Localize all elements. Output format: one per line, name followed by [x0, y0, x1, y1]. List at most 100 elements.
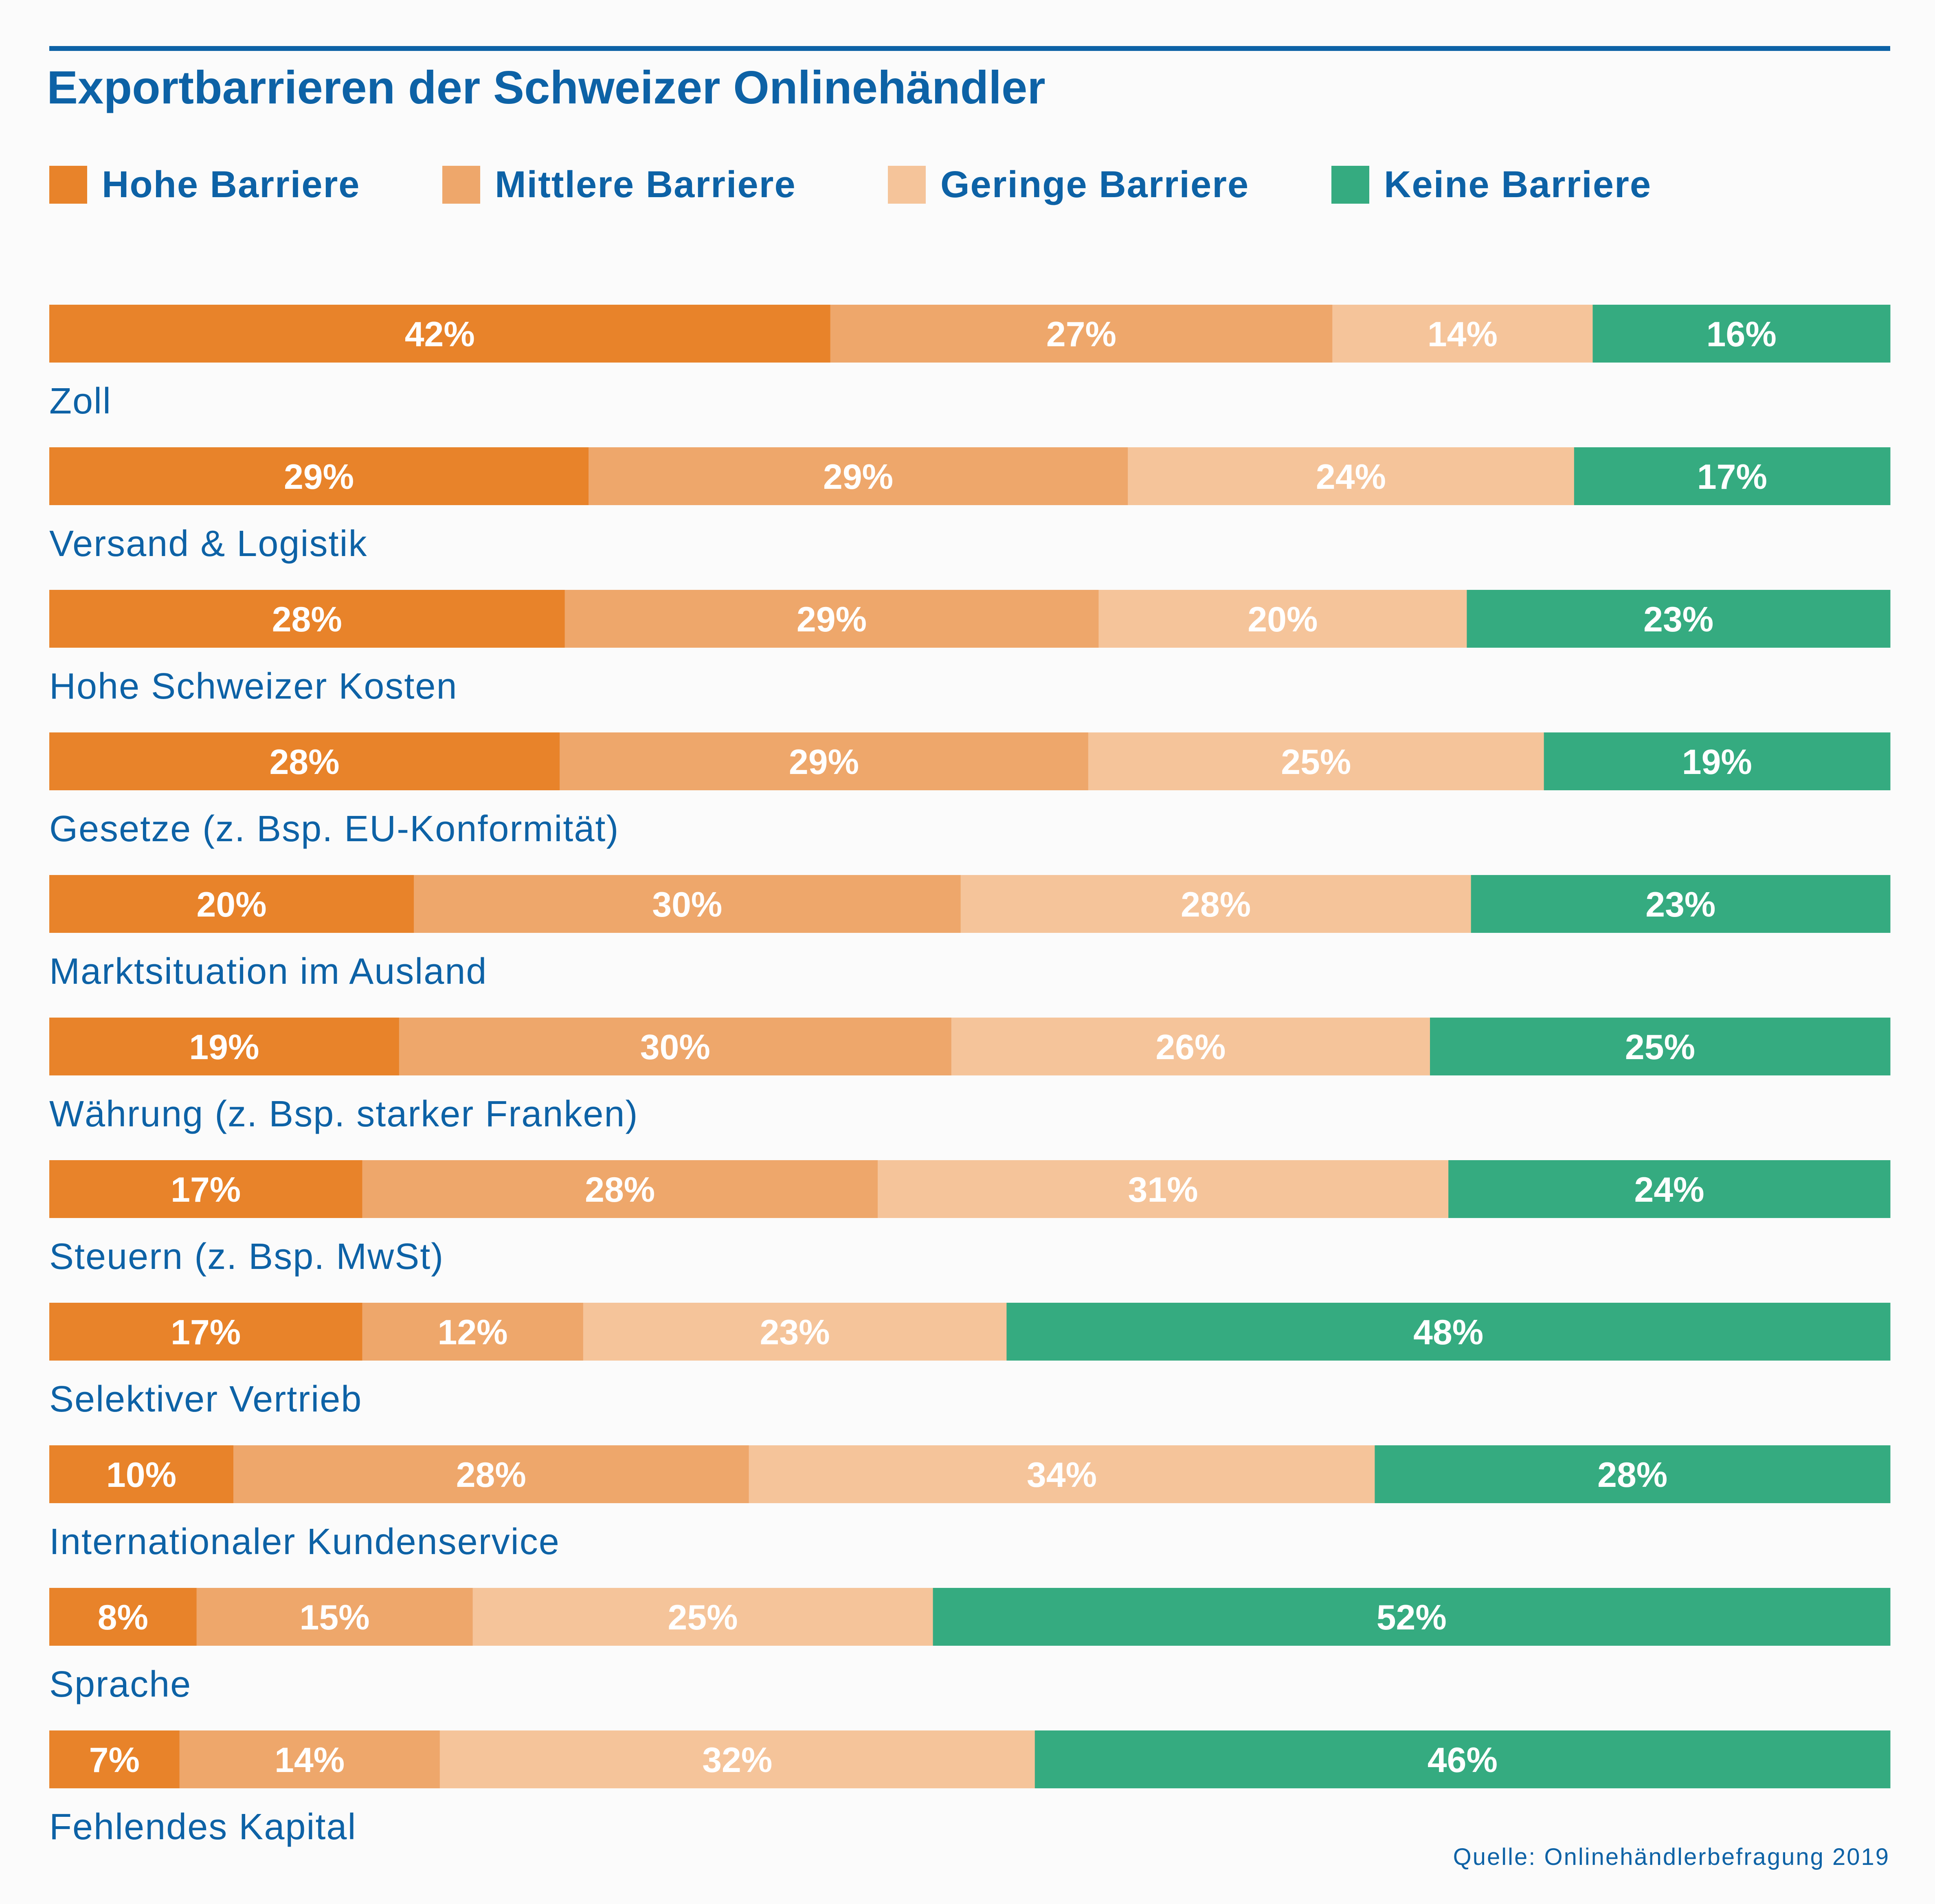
- legend-label: Keine Barriere: [1384, 163, 1652, 205]
- bar-segment: [951, 1018, 1430, 1075]
- bar-segment: [1471, 875, 1891, 933]
- bar-segment: [49, 1445, 234, 1503]
- value-label: 17%: [171, 1170, 241, 1209]
- bar-segment: [1128, 447, 1575, 505]
- category-label: Selektiver Vertrieb: [49, 1379, 362, 1420]
- value-label: 28%: [456, 1455, 526, 1495]
- bar-segment: [749, 1445, 1375, 1503]
- value-label: 16%: [1707, 315, 1777, 354]
- bar-segment: [49, 875, 414, 933]
- bar-segment: [960, 875, 1472, 933]
- bar-segment: [233, 1445, 749, 1503]
- bar-segment: [399, 1018, 952, 1075]
- value-label: 29%: [284, 457, 354, 497]
- category-label: Sprache: [49, 1664, 191, 1705]
- value-label: 28%: [585, 1170, 655, 1209]
- category-label: Hohe Schweizer Kosten: [49, 666, 458, 707]
- value-label: 19%: [189, 1028, 259, 1067]
- top-rule: [49, 46, 1890, 51]
- value-label: 24%: [1316, 457, 1386, 497]
- category-label: Gesetze (z. Bsp. EU-Konformität): [49, 809, 619, 849]
- bar-segment: [196, 1588, 473, 1646]
- bar-segment: [1430, 1018, 1891, 1075]
- bar-segment: [560, 732, 1089, 790]
- chart-title: Exportbarrieren der Schweizer Onlinehänd…: [47, 62, 1045, 114]
- value-label: 26%: [1155, 1028, 1226, 1067]
- value-label: 32%: [702, 1741, 772, 1780]
- value-label: 14%: [1428, 315, 1498, 354]
- value-label: 28%: [1597, 1455, 1667, 1495]
- value-label: 46%: [1428, 1741, 1498, 1780]
- bar-segment: [583, 1303, 1007, 1361]
- value-label: 34%: [1027, 1455, 1097, 1495]
- value-label: 25%: [668, 1598, 738, 1637]
- bar-segment: [362, 1303, 584, 1361]
- legend-label: Geringe Barriere: [940, 163, 1250, 205]
- category-label: Marktsituation im Ausland: [49, 951, 487, 992]
- bar-segment: [49, 305, 831, 363]
- value-label: 25%: [1281, 743, 1351, 782]
- value-label: 28%: [269, 743, 339, 782]
- category-label: Fehlendes Kapital: [49, 1807, 356, 1847]
- bar-segment: [179, 1730, 440, 1788]
- value-label: 30%: [652, 885, 722, 924]
- bar-segment: [1088, 732, 1544, 790]
- value-label: 27%: [1046, 315, 1116, 354]
- value-label: 24%: [1634, 1170, 1704, 1209]
- value-label: 31%: [1128, 1170, 1198, 1209]
- bar-segment: [49, 1303, 362, 1361]
- bar-segment: [439, 1730, 1035, 1788]
- value-label: 23%: [760, 1313, 830, 1352]
- value-label: 28%: [1181, 885, 1251, 924]
- value-label: 23%: [1645, 885, 1715, 924]
- value-label: 52%: [1377, 1598, 1447, 1637]
- value-label: 30%: [640, 1028, 710, 1067]
- bar-segment: [49, 447, 589, 505]
- category-label: Internationaler Kundenservice: [49, 1521, 560, 1562]
- value-label: 19%: [1682, 743, 1752, 782]
- bar-segment: [1006, 1303, 1891, 1361]
- value-label: 14%: [275, 1741, 345, 1780]
- legend-item: Geringe Barriere: [888, 163, 1250, 205]
- value-label: 17%: [171, 1313, 241, 1352]
- bar-segment: [49, 1018, 400, 1075]
- source-note: Quelle: Onlinehändlerbefragung 2019: [1453, 1844, 1890, 1870]
- bar-segment: [564, 590, 1099, 648]
- value-label: 23%: [1643, 600, 1713, 639]
- bar-segment: [49, 1588, 197, 1646]
- bar-segment: [1592, 305, 1891, 363]
- value-label: 7%: [89, 1741, 140, 1780]
- value-label: 15%: [300, 1598, 370, 1637]
- value-label: 29%: [789, 743, 859, 782]
- legend-item: Hohe Barriere: [49, 164, 360, 205]
- value-label: 28%: [272, 600, 342, 639]
- bar-segment: [414, 875, 961, 933]
- bar-segment: [830, 305, 1333, 363]
- bar-segment: [933, 1588, 1891, 1646]
- value-label: 25%: [1625, 1028, 1695, 1067]
- bar-segment: [1375, 1445, 1891, 1503]
- legend-swatch: [1331, 165, 1369, 204]
- bar-segment: [49, 1730, 180, 1788]
- bar-segment: [1544, 732, 1891, 790]
- value-label: 17%: [1697, 457, 1767, 497]
- bar-segment: [49, 590, 565, 648]
- bar-segment: [1034, 1730, 1891, 1788]
- bar-segment: [1467, 590, 1891, 648]
- value-label: 48%: [1413, 1313, 1483, 1352]
- value-label: 20%: [1248, 600, 1318, 639]
- bar-segment: [49, 1160, 362, 1218]
- legend-item: Keine Barriere: [1331, 163, 1652, 205]
- legend-item: Mittlere Barriere: [442, 164, 796, 205]
- value-label: 20%: [196, 885, 266, 924]
- value-label: 29%: [823, 457, 893, 497]
- legend-swatch: [888, 165, 926, 204]
- value-label: 12%: [438, 1313, 508, 1352]
- legend-swatch: [442, 165, 480, 204]
- value-label: 29%: [797, 600, 867, 639]
- bar-segment: [589, 447, 1128, 505]
- value-label: 10%: [106, 1455, 176, 1495]
- category-label: Währung (z. Bsp. starker Franken): [49, 1094, 638, 1134]
- bar-segment: [472, 1588, 933, 1646]
